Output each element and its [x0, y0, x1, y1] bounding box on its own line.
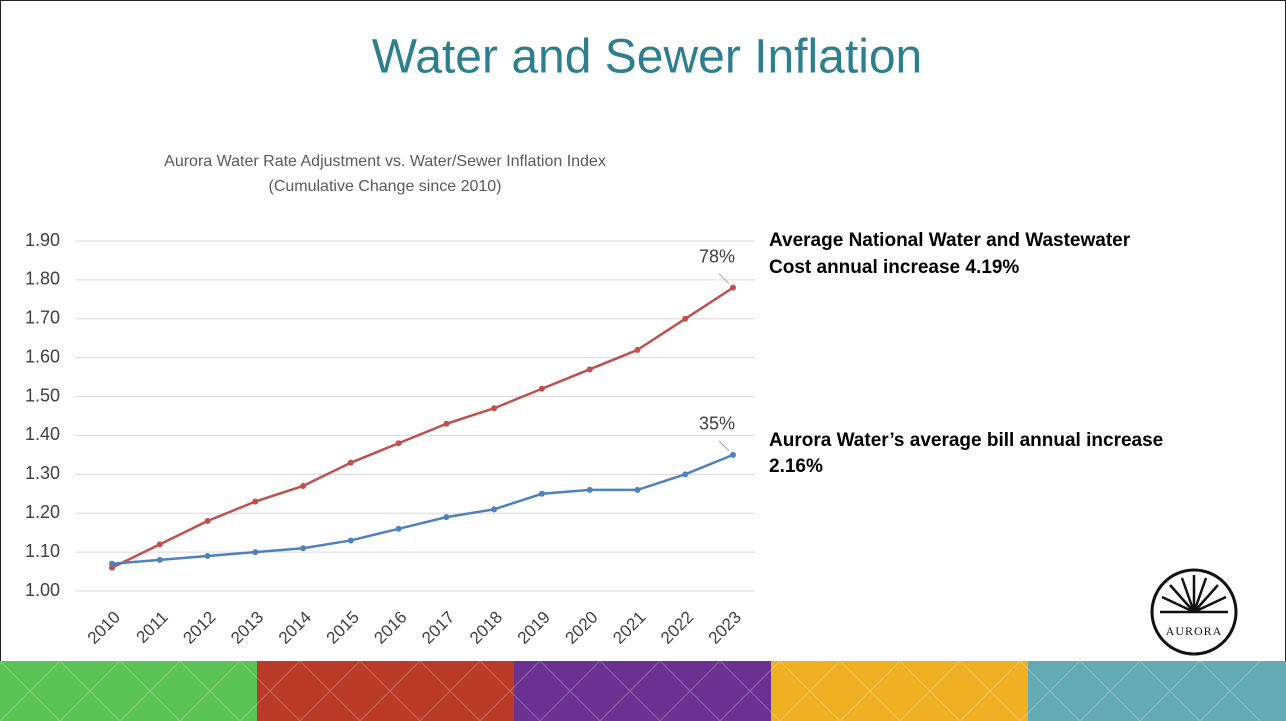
point	[443, 514, 450, 521]
x-tick-label: 2010	[84, 608, 124, 648]
point	[252, 498, 259, 505]
x-tick-label: 2021	[609, 608, 649, 648]
point	[300, 545, 307, 552]
band-pattern	[0, 660, 1261, 721]
x-tick-label: 2018	[466, 608, 506, 648]
x-tick-label: 2011	[132, 608, 171, 647]
chart-subtitle: (Cumulative Change since 2010)	[268, 178, 501, 195]
point	[204, 553, 211, 559]
x-tick-label: 2013	[227, 608, 267, 648]
logo-rays	[1160, 575, 1228, 614]
x-tick-label: 2012	[179, 608, 219, 648]
point	[538, 385, 545, 392]
band	[257, 661, 514, 721]
y-tick-label: 1.50	[25, 385, 60, 405]
point	[682, 315, 689, 322]
point	[156, 541, 163, 548]
point	[491, 405, 498, 412]
point	[634, 346, 641, 353]
slide-title: Water and Sewer Inflation	[372, 31, 923, 84]
point	[109, 560, 115, 567]
x-tick-label: 2023	[705, 608, 745, 648]
x-tick-label: 2019	[514, 608, 554, 648]
point	[730, 451, 736, 458]
point	[395, 525, 402, 532]
series-line	[111, 453, 734, 566]
series-line	[111, 286, 734, 569]
point	[586, 486, 593, 493]
point	[156, 556, 163, 563]
point	[538, 490, 545, 497]
y-tick-label: 1.30	[25, 463, 60, 483]
point	[395, 440, 402, 447]
annotation-leader	[718, 440, 730, 452]
annotation-leader	[718, 273, 730, 285]
point	[347, 459, 354, 466]
point	[682, 471, 689, 478]
y-tick-label: 1.00	[25, 580, 60, 600]
logo-text: AURORA	[1166, 624, 1223, 638]
note: 2.16%	[769, 456, 823, 477]
y-tick-label: 1.80	[25, 269, 60, 289]
point	[491, 506, 498, 513]
x-tick-label: 2016	[370, 608, 410, 648]
point	[730, 284, 736, 291]
point	[252, 549, 259, 556]
band	[0, 661, 257, 721]
logo: AURORA	[1150, 568, 1238, 656]
point	[634, 486, 641, 493]
band	[771, 661, 1028, 721]
y-tick-label: 1.10	[25, 541, 60, 561]
note: Average National Water and Wastewater	[769, 230, 1131, 251]
note: Aurora Water’s average bill annual incre…	[769, 430, 1163, 451]
point	[300, 483, 307, 489]
band	[514, 661, 771, 721]
y-tick-label: 1.40	[25, 424, 60, 444]
x-tick-label: 2015	[323, 608, 363, 648]
point	[443, 420, 450, 427]
y-tick-label: 1.60	[25, 346, 60, 366]
annotation: 35%	[699, 414, 735, 434]
chart-title: Aurora Water Rate Adjustment vs. Water/S…	[164, 153, 606, 170]
point	[586, 366, 593, 373]
point	[347, 537, 354, 544]
point	[204, 518, 211, 524]
x-tick-label: 2014	[275, 608, 315, 648]
x-tick-label: 2022	[657, 608, 697, 648]
y-tick-label: 1.90	[25, 230, 60, 250]
band	[1028, 661, 1286, 721]
footer-bands	[0, 660, 1286, 721]
annotation: 78%	[699, 246, 735, 266]
y-tick-label: 1.20	[25, 502, 60, 522]
y-tick-label: 1.70	[25, 308, 60, 328]
x-tick-label: 2020	[562, 608, 602, 648]
note: Cost annual increase 4.19%	[769, 257, 1019, 278]
x-tick-label: 2017	[418, 608, 458, 648]
